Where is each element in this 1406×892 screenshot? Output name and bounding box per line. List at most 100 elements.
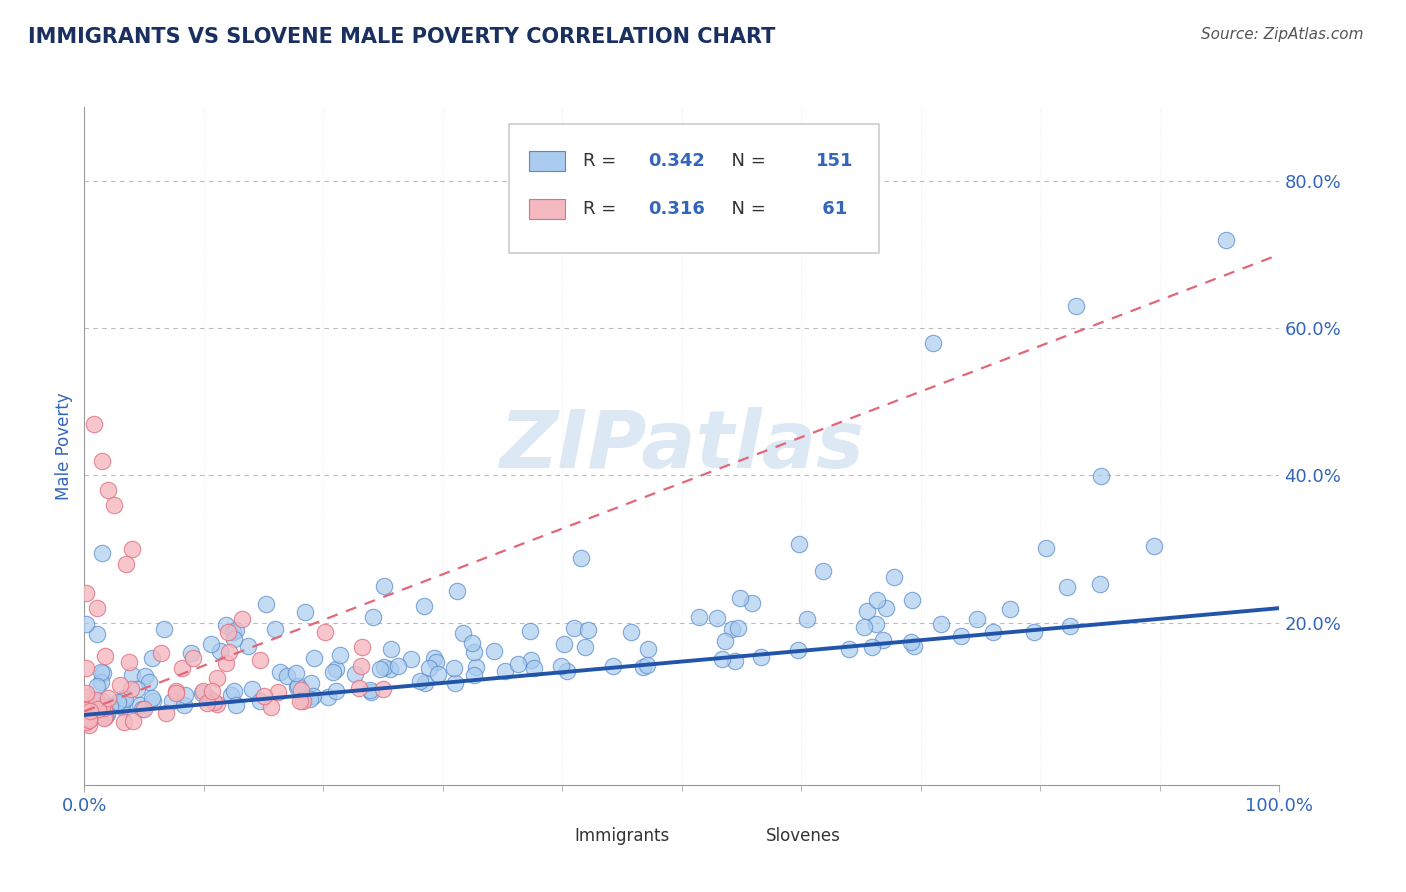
Point <box>240 681 263 696</box>
Point <box>96 707 118 722</box>
Point <box>121 667 143 681</box>
Point <box>195 696 218 710</box>
Point <box>291 694 314 708</box>
Point <box>900 635 922 649</box>
Point <box>463 645 485 659</box>
Point <box>75 661 97 675</box>
Point <box>721 623 744 637</box>
Point <box>903 639 925 653</box>
Point <box>550 658 572 673</box>
Point <box>218 645 240 659</box>
Point <box>929 616 952 631</box>
Point <box>360 685 382 699</box>
Point <box>451 626 474 640</box>
Point <box>115 557 138 571</box>
Point <box>875 601 897 615</box>
Point <box>96 691 118 706</box>
Text: R =: R = <box>582 153 621 170</box>
Point <box>741 596 763 610</box>
Point <box>728 591 751 605</box>
Point <box>125 681 148 696</box>
Point <box>91 454 114 468</box>
Text: Slovenes: Slovenes <box>766 828 841 846</box>
Point <box>214 657 236 671</box>
Point <box>860 640 883 655</box>
Point <box>418 661 440 675</box>
Point <box>620 625 643 640</box>
Point <box>796 612 818 626</box>
Point <box>260 700 283 714</box>
Point <box>149 646 172 660</box>
Point <box>128 698 150 712</box>
Point <box>83 417 105 431</box>
Point <box>122 714 145 728</box>
Point <box>569 550 592 565</box>
Point <box>77 714 100 728</box>
Point <box>290 683 312 698</box>
Point <box>1059 619 1081 633</box>
Point <box>361 609 384 624</box>
Point <box>90 674 112 689</box>
Point <box>165 686 187 700</box>
Point <box>387 659 409 673</box>
FancyBboxPatch shape <box>538 829 565 844</box>
Point <box>325 684 347 698</box>
Point <box>90 665 112 679</box>
Point <box>688 610 710 624</box>
Point <box>205 671 228 685</box>
Point <box>287 679 309 693</box>
Point <box>288 694 311 708</box>
Point <box>160 693 183 707</box>
Point <box>132 701 155 715</box>
Point <box>329 648 352 663</box>
Point <box>553 637 575 651</box>
Text: 0.342: 0.342 <box>648 153 706 170</box>
Point <box>90 693 112 707</box>
Point <box>350 658 373 673</box>
Point <box>94 649 117 664</box>
Point <box>443 660 465 674</box>
Point <box>155 706 177 721</box>
Text: N =: N = <box>720 153 772 170</box>
Point <box>110 698 132 712</box>
Point <box>269 665 291 679</box>
Point <box>555 664 578 678</box>
Point <box>322 665 344 680</box>
Point <box>413 676 436 690</box>
Point <box>412 599 434 614</box>
Point <box>316 690 339 705</box>
Point <box>79 699 101 714</box>
Point <box>96 708 118 723</box>
Point <box>256 597 278 611</box>
Point <box>981 625 1004 640</box>
Point <box>91 700 114 714</box>
Point <box>75 703 97 717</box>
Point <box>922 335 945 350</box>
Point <box>425 655 447 669</box>
Point <box>373 579 395 593</box>
Point <box>602 659 624 673</box>
Point <box>76 715 98 730</box>
Point <box>494 665 516 679</box>
Point <box>461 635 484 649</box>
Point <box>236 640 259 654</box>
Point <box>77 710 100 724</box>
Text: 0.316: 0.316 <box>648 200 706 218</box>
Point <box>111 700 134 714</box>
Point <box>302 650 325 665</box>
Point <box>749 650 772 665</box>
Point <box>86 679 108 693</box>
Point <box>325 662 347 676</box>
Point <box>79 704 101 718</box>
Point <box>118 655 141 669</box>
Point <box>114 691 136 706</box>
Point <box>463 667 485 681</box>
Point <box>93 704 115 718</box>
Text: 151: 151 <box>815 153 853 170</box>
Point <box>231 612 253 626</box>
Point <box>103 498 125 512</box>
Point <box>87 698 110 713</box>
Point <box>1090 577 1112 591</box>
Text: IMMIGRANTS VS SLOVENE MALE POVERTY CORRELATION CHART: IMMIGRANTS VS SLOVENE MALE POVERTY CORRE… <box>28 27 776 46</box>
Point <box>91 666 114 681</box>
